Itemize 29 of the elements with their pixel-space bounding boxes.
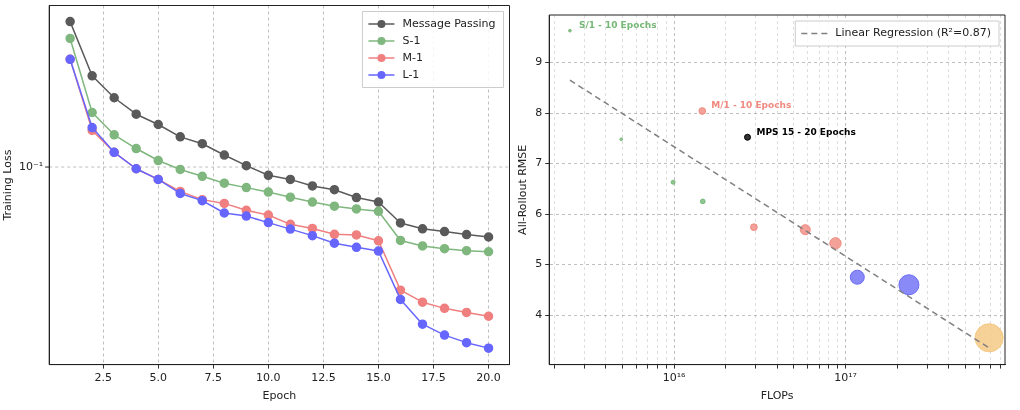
- legend-label: S-1: [402, 33, 421, 47]
- annotation: MPS 15 - 20 Epochs: [756, 126, 856, 137]
- annotation: S/1 - 10 Epochs: [578, 20, 657, 31]
- x-tick-label: 2.5: [94, 371, 112, 385]
- legend-label: Message Passing: [402, 16, 496, 30]
- y-axis-title: All-Rollout RMSE: [516, 144, 530, 235]
- annotation: M/1 - 10 Epochs: [711, 100, 792, 111]
- ref-line-label: 10⁻¹: [18, 159, 44, 173]
- y-tick-label: 5: [535, 257, 543, 271]
- x-tick-label: 17.5: [421, 371, 446, 385]
- legend-label: L-1: [402, 67, 420, 81]
- legend-label: Linear Regression (R²=0.87): [835, 26, 992, 40]
- x-tick-label: 7.5: [204, 371, 223, 385]
- x-axis-title: FLOPs: [760, 389, 794, 403]
- y-tick-label: 4: [535, 307, 543, 321]
- y-tick-label: 9: [535, 55, 543, 69]
- y-tick-label: 6: [535, 206, 543, 220]
- y-tick-label: 8: [535, 105, 543, 119]
- y-axis-title: Training Loss: [1, 149, 15, 222]
- y-tick-label: 7: [535, 156, 543, 170]
- x-tick-label: 12.5: [311, 371, 336, 385]
- x-tick-label: 20.0: [476, 371, 501, 385]
- x-tick-label: 15.0: [366, 371, 391, 385]
- x-tick-label: 10¹⁶: [662, 371, 687, 385]
- x-tick-label: 5.0: [149, 371, 167, 385]
- x-tick-label: 10¹⁷: [834, 371, 858, 385]
- x-axis-title: Epoch: [262, 389, 297, 403]
- legend-label: M-1: [402, 50, 423, 64]
- x-tick-label: 10.0: [256, 371, 281, 385]
